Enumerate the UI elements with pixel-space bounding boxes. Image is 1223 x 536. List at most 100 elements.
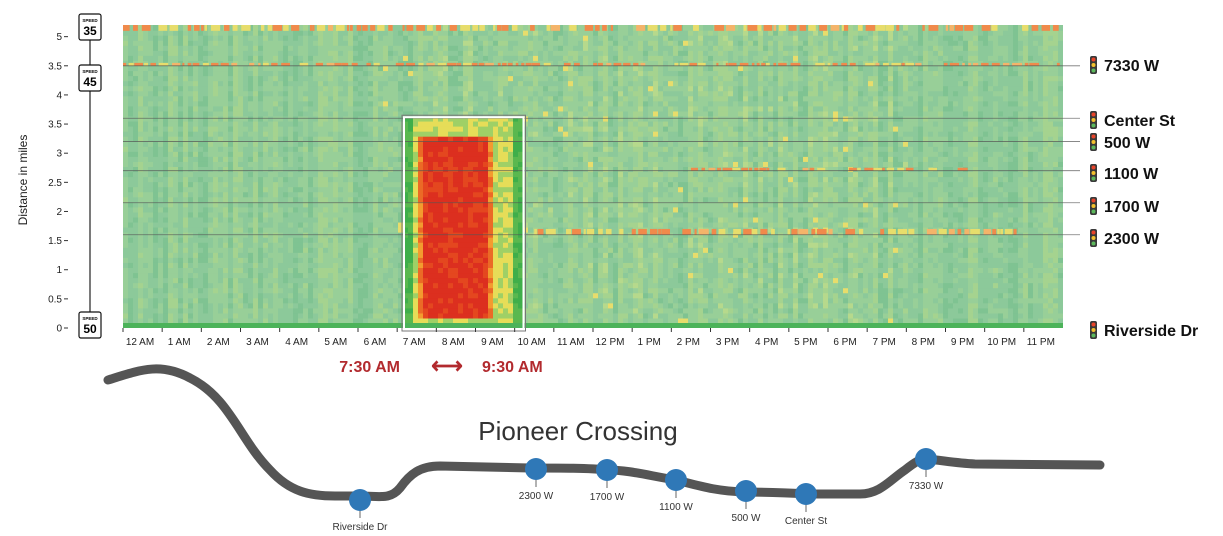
heatmap-cell bbox=[228, 221, 234, 228]
heatmap-cell bbox=[338, 252, 344, 258]
heatmap-cell bbox=[178, 65, 184, 72]
heatmap-cell bbox=[243, 131, 249, 137]
heatmap-cell bbox=[193, 151, 199, 157]
heatmap-cell bbox=[193, 317, 199, 324]
heatmap-cell bbox=[318, 85, 324, 92]
heatmap-cell bbox=[333, 176, 339, 183]
heatmap-cell bbox=[303, 181, 309, 188]
heatmap-cell bbox=[238, 181, 244, 188]
heatmap-cell bbox=[268, 161, 274, 167]
heatmap-cell bbox=[383, 90, 389, 97]
heatmap-cell bbox=[488, 317, 494, 324]
heatmap-cell bbox=[508, 196, 514, 203]
heatmap-cell bbox=[198, 252, 204, 258]
heatmap-cell bbox=[413, 196, 419, 203]
heatmap-cell bbox=[278, 55, 284, 61]
heatmap-cell bbox=[438, 252, 444, 258]
heatmap-cell bbox=[343, 247, 349, 253]
heatmap-cell bbox=[143, 302, 149, 309]
heatmap-cell bbox=[198, 216, 204, 223]
heatmap-cell bbox=[323, 100, 329, 107]
heatmap-cell bbox=[333, 146, 339, 152]
heatmap-cell bbox=[178, 161, 184, 167]
heatmap-cell bbox=[343, 156, 349, 162]
heatmap-cell bbox=[233, 206, 239, 213]
heatmap-cell bbox=[383, 126, 389, 132]
heatmap-cell bbox=[443, 161, 449, 167]
heatmap-cell bbox=[423, 196, 429, 203]
heatmap-cell bbox=[138, 282, 144, 289]
heatmap-cell bbox=[148, 312, 154, 319]
heatmap-cell bbox=[308, 171, 314, 178]
heatmap-cell bbox=[323, 30, 329, 36]
heatmap-cell bbox=[393, 70, 399, 77]
heatmap-cell bbox=[243, 40, 249, 46]
heatmap-cell bbox=[353, 141, 359, 147]
heatmap-cell bbox=[223, 100, 229, 107]
heatmap-cell bbox=[153, 196, 159, 203]
heatmap-cell bbox=[133, 100, 139, 107]
heatmap-cell bbox=[528, 307, 534, 314]
heatmap-cell bbox=[488, 45, 494, 51]
heatmap-cell bbox=[293, 115, 299, 122]
heatmap-cell bbox=[343, 126, 349, 132]
heatmap-cell bbox=[428, 146, 434, 152]
heatmap-cell bbox=[408, 257, 414, 263]
heatmap-cell bbox=[198, 166, 204, 173]
heatmap-cell bbox=[368, 302, 374, 309]
heatmap-cell bbox=[313, 30, 319, 36]
heatmap-cell bbox=[453, 287, 459, 294]
heatmap-cell bbox=[488, 151, 494, 157]
heatmap-cell bbox=[223, 252, 229, 258]
heatmap-cell bbox=[388, 45, 394, 51]
y-tick-label: 1 bbox=[56, 265, 62, 276]
heatmap-cell bbox=[333, 216, 339, 223]
heatmap-cell bbox=[353, 131, 359, 137]
heatmap-cell bbox=[383, 206, 389, 213]
heatmap-cell bbox=[143, 141, 149, 147]
heatmap-cell bbox=[223, 85, 229, 92]
heatmap-cell bbox=[233, 171, 239, 178]
heatmap-cell bbox=[268, 227, 274, 233]
heatmap-cell bbox=[413, 257, 419, 263]
heatmap-cell bbox=[298, 110, 304, 117]
heatmap-cell bbox=[308, 85, 314, 92]
heatmap-cell bbox=[418, 287, 424, 294]
heatmap-cell bbox=[493, 105, 499, 112]
heatmap-cell bbox=[218, 216, 224, 223]
speed-sign-35: SPEED 35 bbox=[78, 13, 102, 41]
heatmap-cell bbox=[198, 186, 204, 193]
heatmap-cell bbox=[233, 115, 239, 122]
heatmap-cell bbox=[448, 292, 454, 299]
heatmap-cell bbox=[338, 186, 344, 193]
heatmap-cell bbox=[318, 95, 324, 102]
heatmap-cell bbox=[433, 247, 439, 253]
heatmap-cell bbox=[403, 161, 409, 167]
heatmap-cell bbox=[368, 35, 374, 41]
heatmap-cell bbox=[153, 247, 159, 253]
heatmap-cell bbox=[353, 161, 359, 167]
heatmap-cell bbox=[443, 257, 449, 263]
heatmap-cell bbox=[393, 196, 399, 203]
heatmap-cell bbox=[283, 75, 289, 82]
heatmap-cell bbox=[233, 156, 239, 162]
heatmap-cell bbox=[438, 95, 444, 102]
heatmap-cell bbox=[493, 247, 499, 253]
heatmap-cell bbox=[158, 50, 164, 56]
heatmap-cell bbox=[218, 292, 224, 299]
heatmap-cell bbox=[378, 126, 384, 132]
heatmap-cell bbox=[418, 186, 424, 193]
heatmap-cell bbox=[408, 40, 414, 46]
heatmap-cell bbox=[428, 277, 434, 284]
heatmap-cell bbox=[478, 181, 484, 188]
heatmap-cell bbox=[303, 25, 309, 31]
heatmap-cell bbox=[363, 237, 369, 243]
heatmap-cell bbox=[183, 141, 189, 147]
heatmap-cell bbox=[393, 55, 399, 61]
heatmap-cell bbox=[373, 317, 379, 324]
heatmap-cell bbox=[488, 110, 494, 117]
heatmap-cell bbox=[508, 176, 514, 183]
heatmap-cell bbox=[258, 50, 264, 56]
heatmap-cell bbox=[243, 141, 249, 147]
heatmap-cell bbox=[143, 156, 149, 162]
